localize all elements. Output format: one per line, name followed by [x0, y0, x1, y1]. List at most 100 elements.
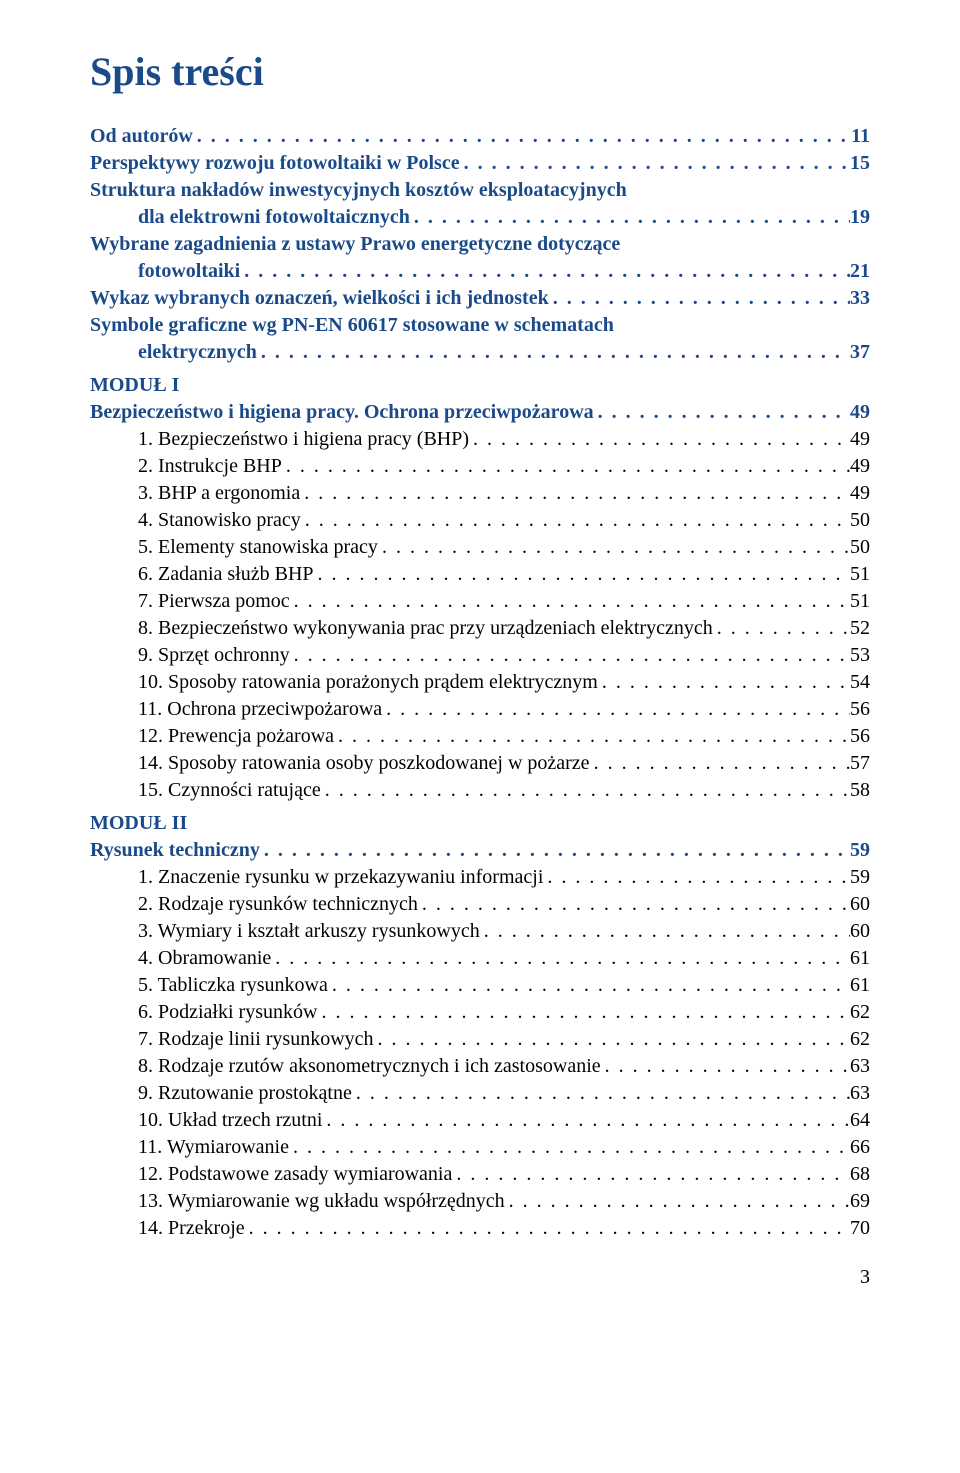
toc-line: 6. Podziałki rysunków 62 — [90, 999, 870, 1026]
toc-line: 3. Wymiary i kształt arkuszy rysunkowych… — [90, 918, 870, 945]
toc-line: 10. Układ trzech rzutni 64 — [90, 1107, 870, 1134]
toc-line: 12. Podstawowe zasady wymiarowania 68 — [90, 1161, 870, 1188]
toc-page: 61 — [850, 945, 870, 972]
toc-label: 5. Tabliczka rysunkowa — [138, 972, 328, 999]
toc-page: 70 — [850, 1215, 870, 1242]
module-1-items: 1. Bezpieczeństwo i higiena pracy (BHP) 4… — [90, 426, 870, 804]
toc-label: 6. Zadania służb BHP — [138, 561, 314, 588]
toc-page: 63 — [850, 1053, 870, 1080]
toc-page: 56 — [850, 696, 870, 723]
page-number: 3 — [90, 1266, 870, 1289]
toc-label: 6. Podziałki rysunków — [138, 999, 317, 1026]
toc-dots — [245, 1215, 850, 1242]
toc-page: 49 — [850, 399, 870, 426]
toc-page: 62 — [850, 999, 870, 1026]
toc-label: 14. Sposoby ratowania osoby poszkodowane… — [138, 750, 590, 777]
toc-line: 12. Prewencja pożarowa56 — [90, 723, 870, 750]
toc-dots — [289, 1134, 850, 1161]
toc-label: 13. Wymiarowanie wg układu współrzędnych — [138, 1188, 505, 1215]
toc-line: 5. Tabliczka rysunkowa61 — [90, 972, 870, 999]
toc-label: dla elektrowni fotowoltaicznych — [138, 204, 410, 231]
toc-dots — [290, 642, 850, 669]
toc-line: Wykaz wybranych oznaczeń, wielkości i ic… — [90, 285, 870, 312]
toc-dots — [713, 615, 850, 642]
toc-page: 37 — [850, 339, 870, 366]
toc-label: 5. Elementy stanowiska pracy — [138, 534, 378, 561]
toc-label: 7. Rodzaje linii rysunkowych — [138, 1026, 374, 1053]
toc-page: 59 — [850, 837, 870, 864]
toc-line: 9. Rzutowanie prostokątne63 — [90, 1080, 870, 1107]
toc-page: 11 — [851, 123, 870, 150]
toc-line: Od autorów 11 — [90, 123, 870, 150]
toc-label: 14. Przekroje — [138, 1215, 245, 1242]
toc-dots — [240, 258, 850, 285]
toc-label: Wykaz wybranych oznaczeń, wielkości i ic… — [90, 285, 549, 312]
toc-dots — [290, 588, 850, 615]
toc-page: 50 — [850, 507, 870, 534]
toc-dots — [271, 945, 850, 972]
toc-label: elektrycznych — [138, 339, 257, 366]
toc-label: 2. Instrukcje BHP — [138, 453, 282, 480]
toc-front-matter: Od autorów 11 Perspektywy rozwoju fotowolt… — [90, 123, 870, 366]
toc-line: 2. Instrukcje BHP 49 — [90, 453, 870, 480]
toc-line: 11. Wymiarowanie66 — [90, 1134, 870, 1161]
toc-dots — [260, 837, 850, 864]
toc-page: 15 — [850, 150, 870, 177]
toc-line: 15. Czynności ratujące58 — [90, 777, 870, 804]
toc-page: 60 — [850, 891, 870, 918]
toc-line: 13. Wymiarowanie wg układu współrzędnych… — [90, 1188, 870, 1215]
toc-page: 69 — [850, 1188, 870, 1215]
toc-label: Od autorów — [90, 123, 193, 150]
toc-label: 1. Bezpieczeństwo i higiena pracy (BHP) — [138, 426, 469, 453]
toc-line: 14. Przekroje 70 — [90, 1215, 870, 1242]
toc-dots — [300, 480, 850, 507]
toc-page: 33 — [850, 285, 870, 312]
toc-dots — [352, 1080, 850, 1107]
toc-label: Bezpieczeństwo i higiena pracy. Ochrona … — [90, 399, 594, 426]
toc-dots — [322, 1107, 850, 1134]
toc-dots — [410, 204, 850, 231]
toc-label: 8. Bezpieczeństwo wykonywania prac przy … — [138, 615, 713, 642]
toc-line: Wybrane zagadnienia z ustawy Prawo energ… — [90, 231, 870, 258]
toc-dots — [543, 864, 850, 891]
toc-page: 49 — [850, 426, 870, 453]
toc-dots — [282, 453, 850, 480]
toc-label: Perspektywy rozwoju fotowoltaiki w Polsc… — [90, 150, 460, 177]
toc-line: Symbole graficzne wg PN-EN 60617 stosowa… — [90, 312, 870, 339]
toc-label: 10. Układ trzech rzutni — [138, 1107, 322, 1134]
toc-page: 56 — [850, 723, 870, 750]
toc-label: 12. Podstawowe zasady wymiarowania — [138, 1161, 452, 1188]
toc-page: 50 — [850, 534, 870, 561]
toc-dots — [374, 1026, 850, 1053]
toc-page: 51 — [850, 588, 870, 615]
toc-page: 68 — [850, 1161, 870, 1188]
toc-dots — [505, 1188, 850, 1215]
toc-label: Wybrane zagadnienia z ustawy Prawo energ… — [90, 231, 620, 258]
toc-line: 11. Ochrona przeciwpożarowa 56 — [90, 696, 870, 723]
toc-label: 7. Pierwsza pomoc — [138, 588, 290, 615]
toc-page: 64 — [850, 1107, 870, 1134]
toc-label: fotowoltaiki — [138, 258, 240, 285]
toc-page: 53 — [850, 642, 870, 669]
toc-dots — [480, 918, 850, 945]
toc-label: 9. Sprzęt ochronny — [138, 642, 290, 669]
page-title: Spis treści — [90, 48, 870, 95]
module-1-head: MODUŁ I — [90, 372, 870, 399]
toc-dots — [549, 285, 850, 312]
toc-dots — [601, 1053, 850, 1080]
toc-line: 14. Sposoby ratowania osoby poszkodowane… — [90, 750, 870, 777]
toc-dots — [328, 972, 850, 999]
toc-page: 60 — [850, 918, 870, 945]
toc-line: 1. Bezpieczeństwo i higiena pracy (BHP) 4… — [90, 426, 870, 453]
toc-page: 49 — [850, 480, 870, 507]
toc-page: 54 — [850, 669, 870, 696]
toc-line: Perspektywy rozwoju fotowoltaiki w Polsc… — [90, 150, 870, 177]
module-1-title: Bezpieczeństwo i higiena pracy. Ochrona … — [90, 399, 870, 426]
toc-page: 58 — [850, 777, 870, 804]
toc-label: 11. Ochrona przeciwpożarowa — [138, 696, 382, 723]
toc-label: 2. Rodzaje rysunków technicznych — [138, 891, 418, 918]
toc-line: 8. Bezpieczeństwo wykonywania prac przy … — [90, 615, 870, 642]
toc-page: 49 — [850, 453, 870, 480]
toc-page: 62 — [850, 1026, 870, 1053]
toc-dots — [334, 723, 850, 750]
